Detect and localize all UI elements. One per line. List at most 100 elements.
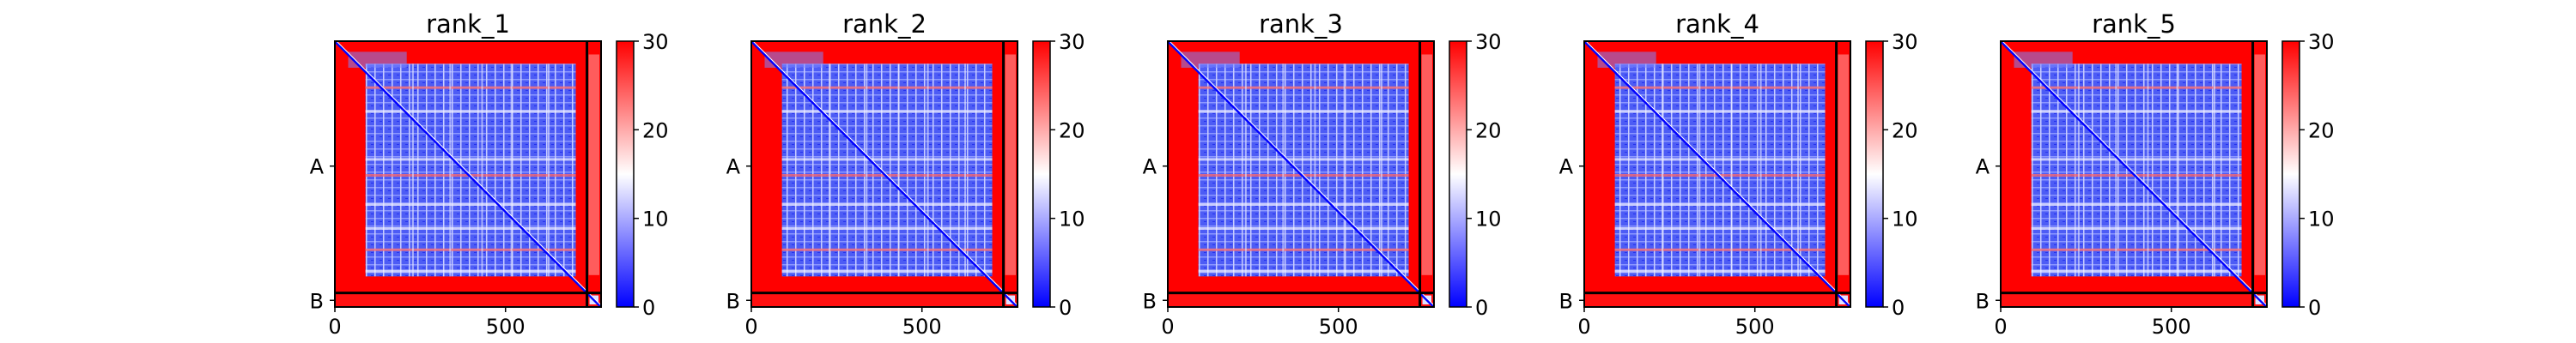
x-tick-label: 500: [486, 315, 526, 339]
heatmap-row-stripe: [2031, 248, 2242, 251]
inter-chain-block: [588, 54, 599, 275]
colorbar: [2281, 40, 2300, 308]
heatmap-row-stripe: [781, 227, 993, 230]
heatmap-row-stripe: [2031, 86, 2242, 89]
axes-frame: [2000, 40, 2268, 308]
x-tick-label: 500: [1735, 315, 1775, 339]
low-error-region-top: [1181, 51, 1240, 68]
inter-chain-block: [2254, 54, 2265, 275]
heatmap-row-stripe: [1614, 227, 1826, 230]
heatmap-row-stripe: [365, 110, 576, 113]
chain-tick-label: B: [1143, 289, 1157, 313]
inter-chain-block: [1005, 54, 1016, 275]
heatmap-diagonal: [750, 39, 1019, 309]
heatmap-diagonal: [1583, 39, 1852, 309]
colorbar-tick-label: 10: [642, 208, 669, 232]
heatmap-col-stripe: [1381, 63, 1382, 277]
heatmap-col-stripe: [481, 63, 483, 277]
chain-tick-label: B: [726, 289, 740, 313]
low-error-region-top: [1597, 51, 1656, 68]
chain-b-block: [1584, 292, 1850, 307]
colorbar-tick-label: 20: [1059, 118, 1085, 142]
x-tick-label: 0: [1577, 315, 1590, 339]
heatmap-row-stripe: [365, 269, 576, 273]
chain-b-block: [2001, 292, 2267, 307]
colorbar: [1032, 40, 1051, 308]
colorbar-tick-label: 20: [2308, 118, 2335, 142]
colorbar-tick-label: 0: [642, 296, 655, 320]
heatmap-diagonal-highlight: [336, 40, 602, 306]
colorbar-tick-label: 0: [1475, 296, 1488, 320]
heatmap-row-stripe: [1198, 86, 1409, 89]
heatmap-row-stripe: [365, 203, 576, 207]
heatmap-diagonal-highlight: [2002, 40, 2268, 306]
heatmap-diagonal-highlight: [1169, 40, 1435, 306]
axes-frame: [750, 40, 1018, 308]
chain-b-block: [335, 292, 601, 307]
panel-title: rank_4: [1675, 9, 1759, 39]
heatmap-diagonal-highlight: [1585, 40, 1851, 306]
colorbar-tick-label: 0: [1059, 296, 1072, 320]
heatmap-row-stripe: [2031, 227, 2242, 230]
heatmap-col-stripe: [1244, 63, 1247, 277]
colorbar-tick-label: 30: [1475, 30, 1502, 54]
heatmap-row-stripe: [781, 158, 993, 161]
colorbar-tick-label: 0: [1892, 296, 1905, 320]
colorbar: [1865, 40, 1884, 308]
heatmap-col-stripe: [2147, 63, 2149, 277]
chain-tick-label: A: [726, 155, 741, 179]
heatmap-col-stripe: [1661, 63, 1663, 277]
x-tick-label: 0: [744, 315, 757, 339]
low-error-region: [781, 63, 993, 277]
heatmap-col-stripe: [897, 63, 900, 277]
heatmap-row-stripe: [365, 248, 576, 251]
colorbar-tick-label: 30: [1892, 30, 1918, 54]
heatmap-col-stripe: [548, 63, 550, 277]
heatmap-diagonal: [1166, 39, 1436, 309]
low-error-region: [2031, 63, 2242, 277]
low-error-region: [1198, 63, 1409, 277]
axes-frame: [1167, 40, 1435, 308]
heatmap-row-stripe: [2031, 158, 2242, 161]
heatmap-row-stripe: [1614, 203, 1826, 207]
colorbar-tick-label: 20: [1892, 118, 1918, 142]
heatmap-col-stripe: [866, 63, 868, 277]
colorbar: [616, 40, 635, 308]
low-error-region: [1614, 63, 1826, 277]
chain-b-block: [1168, 292, 1434, 307]
colorbar-tick-label: 10: [1892, 208, 1918, 232]
heatmap-row-stripe: [781, 86, 993, 89]
heatmap-col-stripe: [1282, 63, 1285, 277]
heatmap-row-stripe: [365, 86, 576, 89]
heatmap-row-stripe: [1198, 227, 1409, 230]
heatmap-col-stripe: [2176, 63, 2178, 277]
heatmap-row-stripe: [1614, 269, 1826, 273]
heatmap-col-stripe: [449, 63, 452, 277]
chain-tick-label: B: [1559, 289, 1573, 313]
heatmap-col-stripe: [964, 63, 966, 277]
heatmap-row-stripe: [2031, 269, 2242, 273]
panel-title: rank_3: [1259, 9, 1343, 39]
heatmap-col-stripe: [1343, 63, 1346, 277]
x-tick-label: 0: [328, 315, 341, 339]
heatmap-row-stripe: [1198, 248, 1409, 251]
low-error-region-top: [764, 51, 823, 68]
x-tick-label: 0: [1994, 315, 2007, 339]
inter-chain-block: [1421, 54, 1432, 275]
heatmap-row-stripe: [1198, 158, 1409, 161]
low-error-region-top: [2014, 51, 2073, 68]
heatmap-row-stripe: [781, 110, 993, 113]
heatmap-row-stripe: [1198, 110, 1409, 113]
colorbar-tick-label: 10: [1475, 208, 1502, 232]
heatmap-row-stripe: [1614, 110, 1826, 113]
heatmap-col-stripe: [2115, 63, 2117, 277]
x-tick-label: 500: [902, 315, 942, 339]
heatmap-col-stripe: [1314, 63, 1316, 277]
axes-frame: [1583, 40, 1851, 308]
low-error-region-top: [348, 51, 407, 68]
chain-tick-label: B: [1976, 289, 1990, 313]
heatmap-diagonal-highlight: [752, 40, 1018, 306]
chain-tick-label: B: [310, 289, 324, 313]
